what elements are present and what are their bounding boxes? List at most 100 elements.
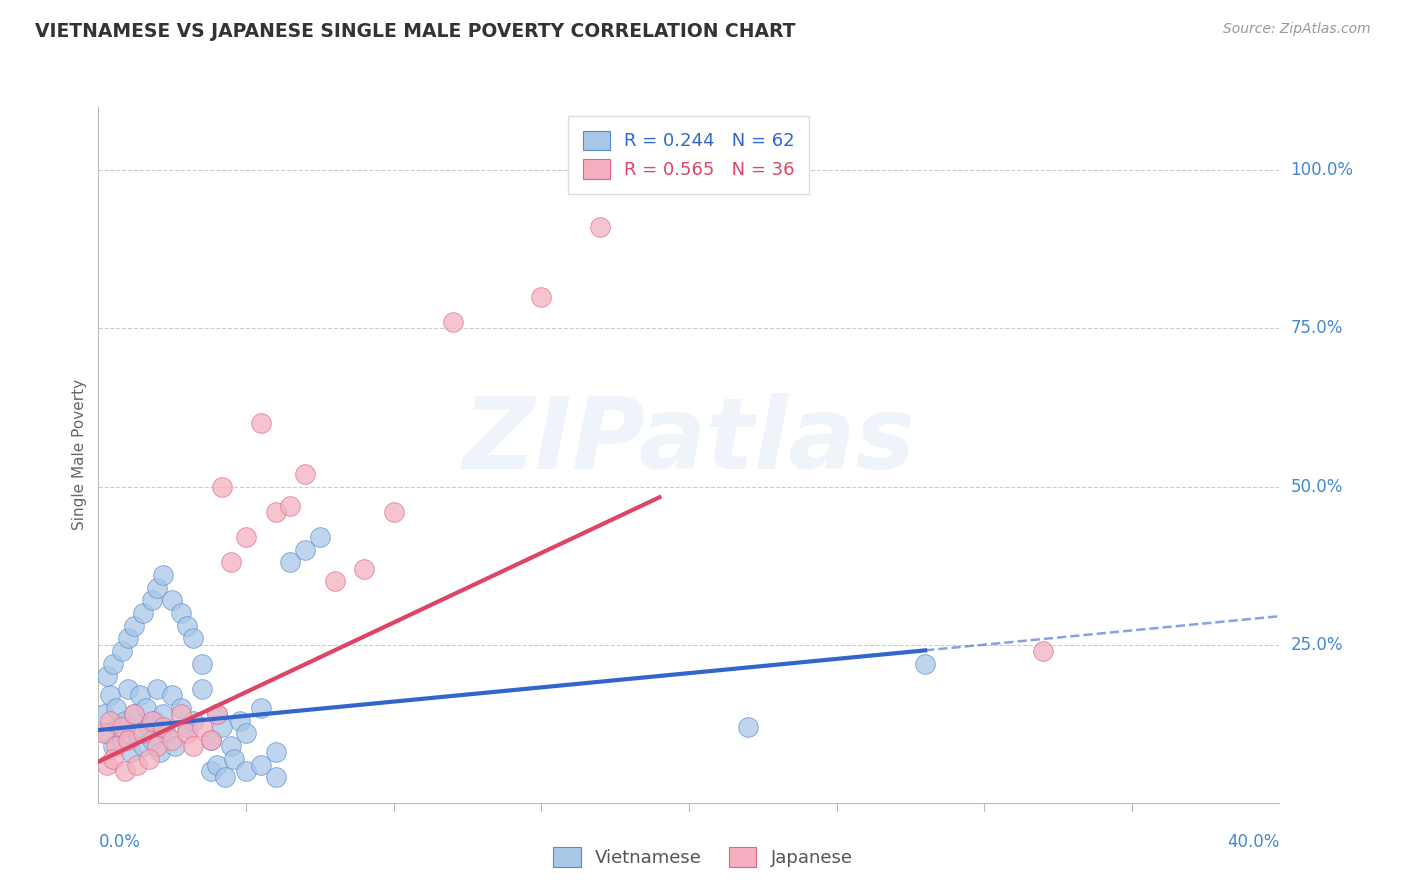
Point	[125, 726, 148, 740]
Point	[170, 606, 193, 620]
Point	[103, 657, 125, 671]
Point	[170, 701, 193, 715]
Legend: Vietnamese, Japanese: Vietnamese, Japanese	[547, 839, 859, 874]
Point	[162, 593, 183, 607]
Point	[235, 726, 257, 740]
Point	[309, 530, 332, 544]
Point	[176, 618, 198, 632]
Point	[235, 764, 257, 779]
Point	[132, 726, 155, 740]
Point	[191, 681, 214, 696]
Point	[176, 720, 198, 734]
Point	[294, 542, 316, 557]
Point	[162, 688, 183, 702]
Point	[737, 720, 759, 734]
Point	[441, 315, 464, 329]
Point	[105, 701, 128, 715]
Point	[280, 556, 302, 570]
Text: ZIPatlas: ZIPatlas	[463, 392, 915, 490]
Point	[103, 751, 125, 765]
Point	[111, 720, 134, 734]
Point	[125, 757, 148, 772]
Point	[200, 732, 222, 747]
Legend: R = 0.244   N = 62, R = 0.565   N = 36: R = 0.244 N = 62, R = 0.565 N = 36	[568, 116, 810, 194]
Point	[122, 707, 145, 722]
Point	[250, 757, 273, 772]
Text: VIETNAMESE VS JAPANESE SINGLE MALE POVERTY CORRELATION CHART: VIETNAMESE VS JAPANESE SINGLE MALE POVER…	[35, 22, 796, 41]
Point	[143, 714, 166, 728]
Point	[114, 714, 136, 728]
Text: 25.0%: 25.0%	[1291, 636, 1343, 654]
Point	[103, 739, 125, 753]
Point	[93, 707, 115, 722]
Text: 40.0%: 40.0%	[1227, 833, 1279, 851]
Point	[138, 720, 160, 734]
Point	[141, 593, 163, 607]
Point	[135, 701, 157, 715]
Point	[205, 757, 228, 772]
Text: Source: ZipAtlas.com: Source: ZipAtlas.com	[1223, 22, 1371, 37]
Point	[353, 562, 375, 576]
Point	[200, 764, 222, 779]
Point	[250, 417, 273, 431]
Point	[382, 505, 405, 519]
Point	[111, 644, 134, 658]
Point	[162, 732, 183, 747]
Point	[211, 479, 233, 493]
Point	[98, 714, 121, 728]
Point	[191, 657, 214, 671]
Point	[589, 220, 612, 235]
Point	[117, 681, 139, 696]
Point	[152, 720, 174, 734]
Point	[93, 726, 115, 740]
Point	[235, 530, 257, 544]
Point	[530, 290, 553, 304]
Y-axis label: Single Male Poverty: Single Male Poverty	[72, 379, 87, 531]
Point	[98, 688, 121, 702]
Point	[122, 707, 145, 722]
Point	[323, 574, 346, 589]
Point	[128, 688, 150, 702]
Point	[146, 581, 169, 595]
Point	[181, 714, 204, 728]
Point	[105, 739, 128, 753]
Point	[111, 732, 134, 747]
Point	[114, 764, 136, 779]
Point	[250, 701, 273, 715]
Point	[117, 732, 139, 747]
Point	[914, 657, 936, 671]
Point	[155, 726, 177, 740]
Point	[1032, 644, 1054, 658]
Point	[280, 499, 302, 513]
Point	[141, 732, 163, 747]
Point	[152, 707, 174, 722]
Point	[146, 681, 169, 696]
Point	[120, 745, 142, 759]
Point	[229, 714, 252, 728]
Point	[221, 739, 243, 753]
Point	[205, 707, 228, 722]
Point	[96, 726, 118, 740]
Point	[224, 751, 246, 765]
Point	[165, 739, 187, 753]
Point	[205, 707, 228, 722]
Point	[117, 632, 139, 646]
Point	[108, 720, 131, 734]
Point	[132, 606, 155, 620]
Text: 75.0%: 75.0%	[1291, 319, 1343, 337]
Point	[141, 714, 163, 728]
Point	[146, 739, 169, 753]
Point	[221, 556, 243, 570]
Point	[264, 745, 287, 759]
Point	[170, 707, 193, 722]
Point	[181, 632, 204, 646]
Point	[191, 720, 214, 734]
Text: 100.0%: 100.0%	[1291, 161, 1354, 179]
Point	[181, 739, 204, 753]
Point	[264, 505, 287, 519]
Point	[176, 726, 198, 740]
Point	[138, 751, 160, 765]
Point	[152, 568, 174, 582]
Point	[96, 757, 118, 772]
Point	[214, 771, 236, 785]
